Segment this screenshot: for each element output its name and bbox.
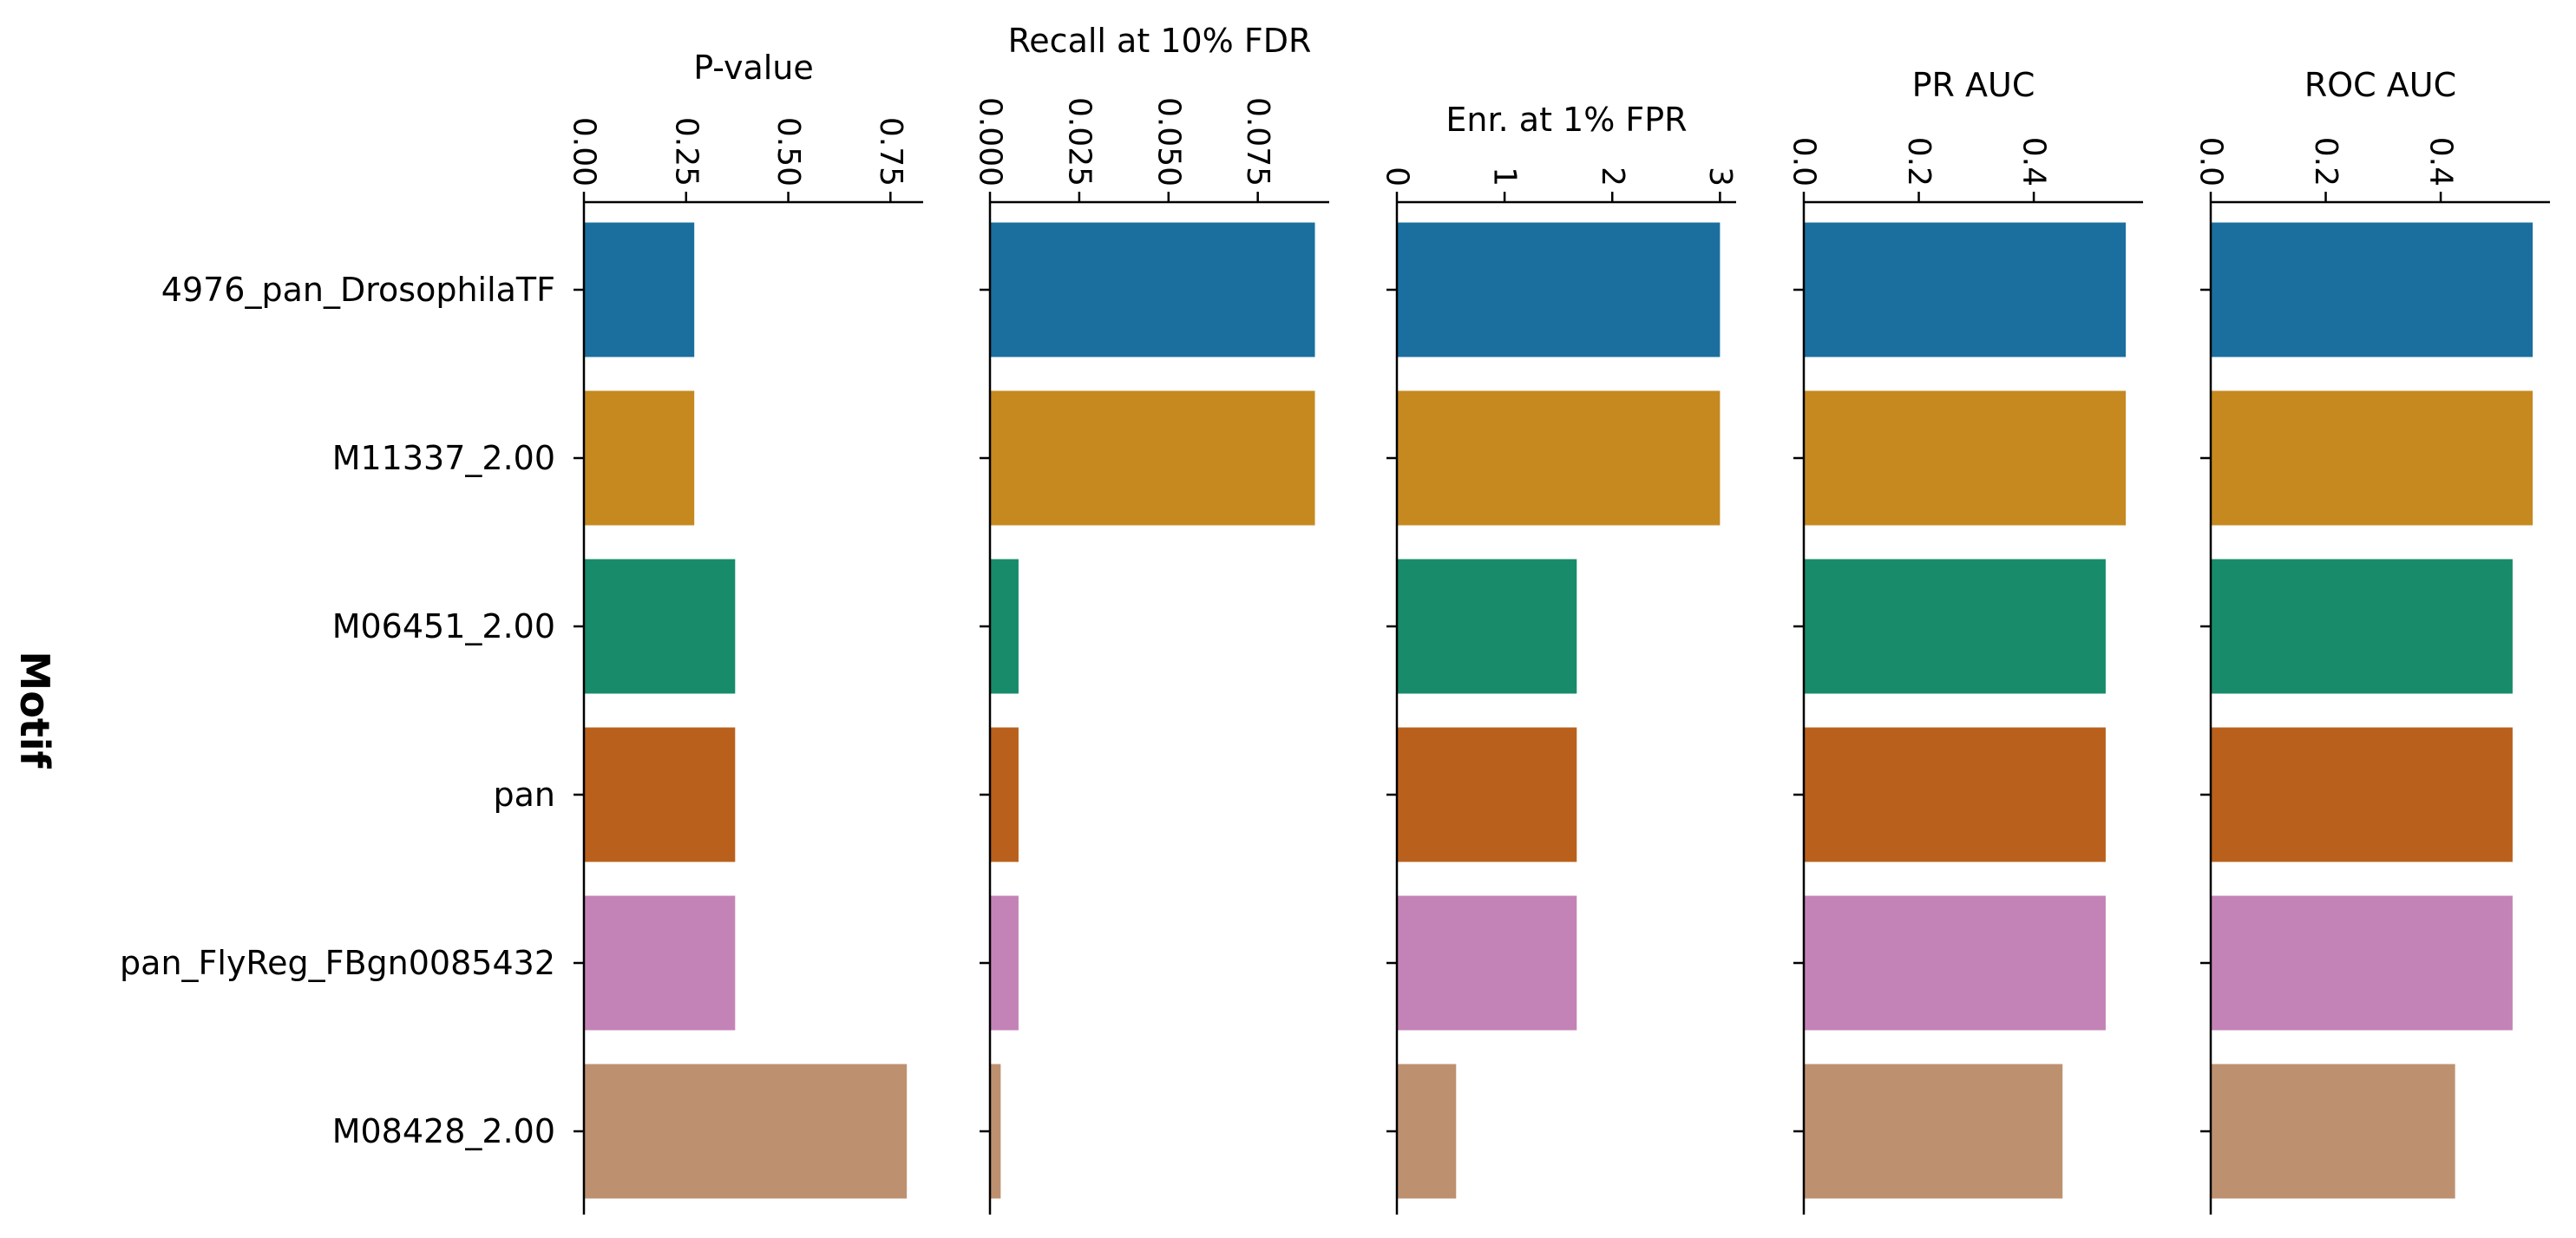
bar xyxy=(1397,559,1577,694)
category-label: M08428_2.00 xyxy=(332,1112,555,1150)
panel-title: Enr. at 1% FPR xyxy=(1445,101,1687,139)
panel-title: P-value xyxy=(693,49,814,87)
x-tick-label: 0.4 xyxy=(2016,137,2052,187)
bar xyxy=(1804,1064,2063,1199)
bar xyxy=(990,1064,1001,1199)
bar xyxy=(1397,390,1721,526)
bar xyxy=(1804,895,2106,1031)
x-tick-label: 0.0 xyxy=(2193,137,2229,187)
bar xyxy=(990,559,1019,694)
panel: 0.0 0.2 0.4 ROC AUC xyxy=(2193,66,2550,1215)
x-tick-label: 0.000 xyxy=(973,97,1008,187)
panel-title: ROC AUC xyxy=(2304,66,2456,104)
x-tick-label: 0.75 xyxy=(873,117,908,187)
category-labels: 4976_pan_DrosophilaTF M11337_2.00 M06451_2… xyxy=(120,271,555,1150)
category-label: pan_FlyReg_FBgn0085432 xyxy=(120,944,555,982)
category-label: 4976_pan_DrosophilaTF xyxy=(161,271,555,309)
bar xyxy=(584,390,695,526)
category-label: pan xyxy=(494,776,556,814)
bar xyxy=(990,222,1315,357)
bar xyxy=(1804,390,2127,526)
panel: 0 1 2 3 Enr. at 1% FPR xyxy=(1380,101,1738,1215)
x-tick-label: 0.25 xyxy=(668,117,704,187)
x-tick-label: 0.025 xyxy=(1061,97,1097,187)
x-tick-label: 0.00 xyxy=(567,117,602,187)
bar xyxy=(1804,559,2106,694)
bar xyxy=(1397,895,1577,1031)
bar xyxy=(2211,559,2513,694)
panel: 0.000 0.025 0.050 0.075 Recall at 10% FDR xyxy=(973,22,1329,1215)
bar xyxy=(1397,727,1577,862)
bar xyxy=(584,727,736,862)
panel-title: PR AUC xyxy=(1912,66,2035,104)
bar xyxy=(990,390,1315,526)
bar xyxy=(584,1064,908,1199)
bar xyxy=(2211,1064,2455,1199)
panel: 0.00 0.25 0.50 0.75 P-value xyxy=(567,49,923,1215)
bar xyxy=(584,222,695,357)
x-tick-label: 0.075 xyxy=(1240,97,1275,187)
x-tick-label: 0.2 xyxy=(1901,137,1937,187)
bar xyxy=(1397,222,1721,357)
bar xyxy=(1804,727,2106,862)
bar xyxy=(2211,390,2533,526)
category-label: M11337_2.00 xyxy=(332,439,555,477)
x-tick-label: 0.0 xyxy=(1786,137,1822,187)
x-tick-label: 0 xyxy=(1380,167,1415,187)
bar xyxy=(1397,1064,1457,1199)
x-tick-label: 0.2 xyxy=(2308,137,2343,187)
bar xyxy=(2211,222,2533,357)
bar xyxy=(2211,895,2513,1031)
x-tick-label: 0.50 xyxy=(770,117,806,187)
category-label: M06451_2.00 xyxy=(332,607,555,645)
panel-title: Recall at 10% FDR xyxy=(1008,22,1312,60)
bar xyxy=(1804,222,2127,357)
bar xyxy=(584,559,736,694)
x-tick-label: 2 xyxy=(1595,167,1630,187)
bar xyxy=(584,895,736,1031)
bar xyxy=(990,727,1019,862)
x-tick-label: 3 xyxy=(1702,167,1738,187)
x-tick-label: 0.4 xyxy=(2423,137,2459,187)
bar xyxy=(2211,727,2513,862)
bar xyxy=(990,895,1019,1031)
panel: 0.0 0.2 0.4 PR AUC xyxy=(1786,66,2143,1215)
y-axis-label: Motif xyxy=(11,651,58,769)
x-tick-label: 1 xyxy=(1487,167,1523,187)
x-tick-label: 0.050 xyxy=(1150,97,1186,187)
